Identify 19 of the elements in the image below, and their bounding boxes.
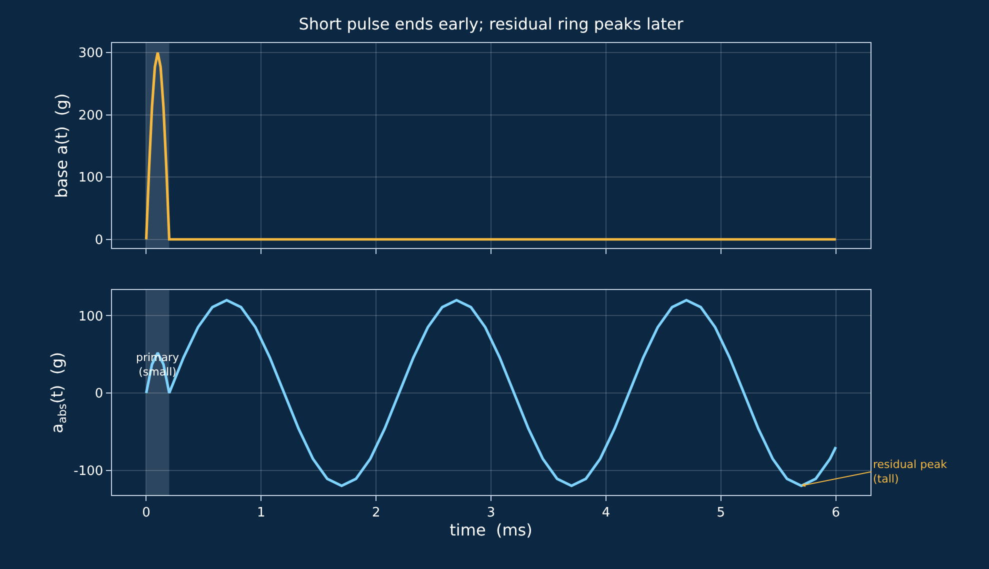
chart-title: Short pulse ends early; residual ring peaks later (298, 14, 684, 34)
x-tick-label: 6 (832, 506, 840, 521)
x-tick-label: 2 (372, 506, 380, 521)
y-tick-label: 0 (94, 386, 104, 402)
line-series (144, 51, 838, 241)
y-tick-label: -100 (74, 464, 104, 479)
y-tick-label: 0 (94, 232, 104, 248)
y-tick-label: 300 (78, 46, 104, 62)
y-tick-label: 100 (78, 309, 104, 324)
x-tick-label: 3 (486, 506, 496, 521)
x-axis-title: time (ms) (450, 520, 532, 540)
x-tick-label: 1 (257, 506, 266, 521)
x-tick-label: 5 (716, 506, 726, 521)
y-axis-title: base a(t) (g) (52, 93, 72, 198)
y-tick-label: 100 (78, 170, 104, 186)
y-tick-label: 200 (78, 108, 104, 124)
annotation: residual peak (tall) (873, 458, 948, 486)
x-tick-label: 4 (602, 506, 610, 521)
x-tick-label: 0 (142, 506, 150, 521)
